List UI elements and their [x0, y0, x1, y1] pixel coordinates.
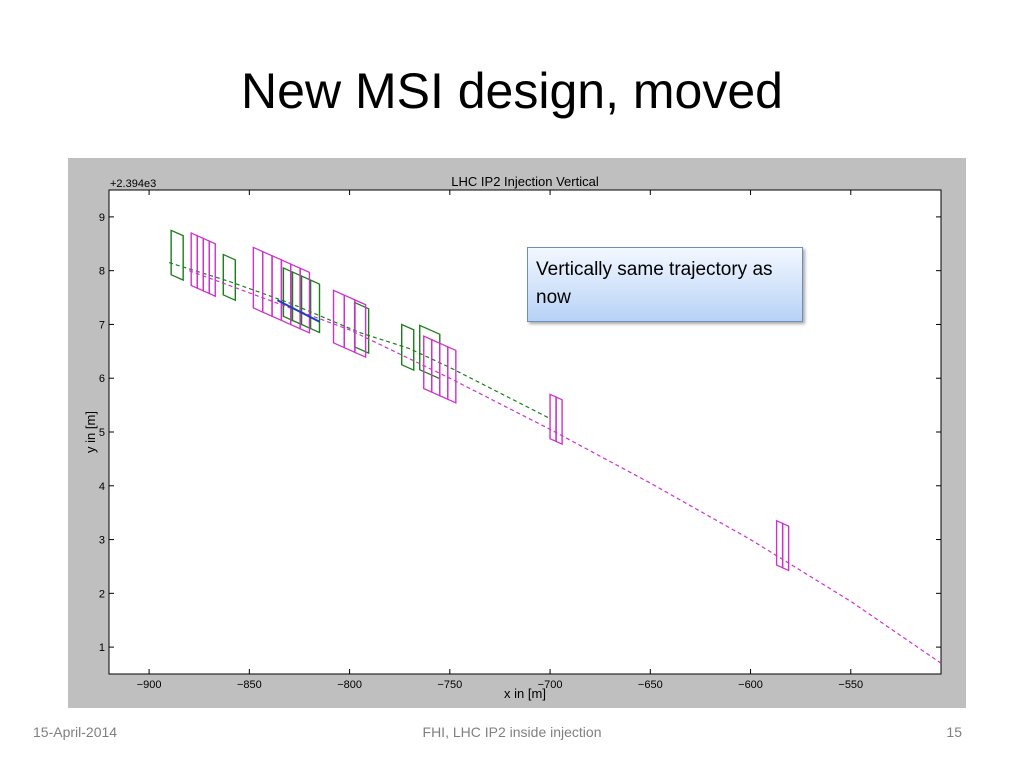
magnet-element	[282, 266, 321, 334]
magnet-segment	[299, 267, 311, 334]
x-tick-label: −800	[337, 679, 362, 691]
magnet-element	[190, 232, 216, 298]
series-layer	[168, 229, 942, 664]
x-tick-label: −600	[738, 679, 763, 691]
magnet-segment	[354, 298, 367, 359]
magnet-segment	[781, 522, 790, 572]
y-tick-label: 7	[99, 319, 105, 331]
magnet-element	[775, 519, 790, 572]
slide-number: 15	[946, 724, 962, 740]
magnet-element	[332, 289, 367, 359]
magnet-element	[170, 229, 184, 282]
magnet-element	[222, 253, 237, 302]
x-tick-label: −550	[838, 679, 863, 691]
y-tick-label: 1	[99, 642, 105, 654]
magnet-segment	[208, 240, 216, 298]
footer-date: 15-April-2014	[33, 724, 118, 740]
annotation-callout: Vertically same trajectory as now	[527, 247, 803, 322]
magnet-segment	[555, 396, 563, 446]
y-tick-label: 3	[99, 535, 105, 547]
y-tick-label: 4	[99, 481, 105, 493]
x-tick-label: −900	[137, 679, 162, 691]
x-tick-label: −650	[638, 679, 663, 691]
y-tick-label: 6	[99, 373, 105, 385]
magnet-element	[423, 335, 457, 404]
magnet-segment	[401, 323, 415, 372]
magnet-segment	[447, 345, 457, 404]
y-offset-label: +2.394e3	[110, 178, 156, 190]
chart-title: LHC IP2 Injection Vertical	[451, 174, 599, 189]
magnet-segment	[309, 279, 321, 334]
y-tick-label: 2	[99, 588, 105, 600]
trajectory-line-0	[168, 262, 551, 420]
axis-ticks: −900 −850 −800 −750 −700 −650 −600 −550 1 2 3 4 5 6 7 8…	[99, 190, 941, 691]
y-axis-label: y in [m]	[83, 411, 98, 453]
x-tick-label: −750	[437, 679, 462, 691]
plot-area	[108, 189, 942, 675]
magnet-segment	[222, 253, 237, 302]
y-tick-label: 9	[99, 212, 105, 224]
magnet-element	[252, 246, 311, 334]
y-tick-label: 8	[99, 266, 105, 278]
trajectory-chart: LHC IP2 Injection Vertical +2.394e3 x in…	[83, 174, 942, 701]
magnet-element	[401, 323, 415, 372]
slide-title: New MSI design, moved	[241, 63, 783, 119]
y-tick-label: 5	[99, 427, 105, 439]
x-tick-label: −700	[538, 679, 563, 691]
footer-caption: FHI, LHC IP2 inside injection	[422, 724, 602, 740]
x-tick-label: −850	[237, 679, 262, 691]
magnet-segment	[170, 229, 184, 282]
x-axis-label: x in [m]	[504, 686, 546, 701]
magnet-element	[549, 393, 563, 446]
trajectory-line-2	[276, 299, 320, 323]
